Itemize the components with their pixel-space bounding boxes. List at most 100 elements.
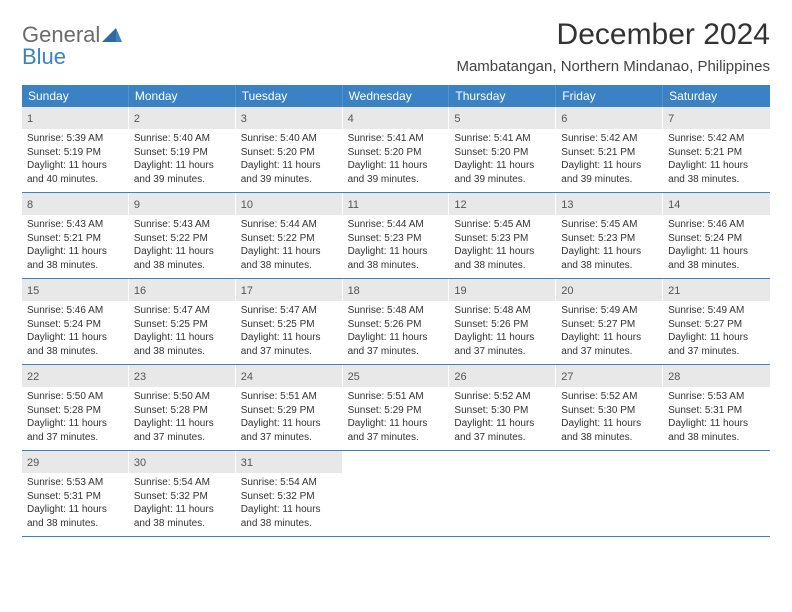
day-cell: 31Sunrise: 5:54 AMSunset: 5:32 PMDayligh… [236,451,343,536]
sunrise-line: Sunrise: 5:46 AM [27,304,123,318]
day-number: 29 [27,457,39,469]
sunset-line: Sunset: 5:32 PM [134,490,230,504]
sunset-line: Sunset: 5:29 PM [241,404,337,418]
day-cell [556,451,663,536]
day-cell: 3Sunrise: 5:40 AMSunset: 5:20 PMDaylight… [236,107,343,192]
sunrise-line: Sunrise: 5:49 AM [668,304,765,318]
sunrise-line: Sunrise: 5:48 AM [348,304,444,318]
sunrise-line: Sunrise: 5:41 AM [348,132,444,146]
calendar-grid: SundayMondayTuesdayWednesdayThursdayFrid… [22,85,770,537]
day-cell: 8Sunrise: 5:43 AMSunset: 5:21 PMDaylight… [22,193,129,278]
day-cell: 2Sunrise: 5:40 AMSunset: 5:19 PMDaylight… [129,107,236,192]
weekday-header: Thursday [449,85,556,107]
sunrise-line: Sunrise: 5:49 AM [561,304,657,318]
day-number: 17 [241,285,253,297]
weekday-header: Wednesday [343,85,450,107]
sunset-line: Sunset: 5:23 PM [348,232,444,246]
sunrise-line: Sunrise: 5:40 AM [134,132,230,146]
day-number-bar: 11 [343,193,449,215]
daylight-line: Daylight: 11 hours and 38 minutes. [27,245,123,272]
sunrise-line: Sunrise: 5:44 AM [241,218,337,232]
day-cell: 19Sunrise: 5:48 AMSunset: 5:26 PMDayligh… [449,279,556,364]
title-block: December 2024 Mambatangan, Northern Mind… [456,18,770,75]
sunrise-line: Sunrise: 5:51 AM [241,390,337,404]
day-cell: 18Sunrise: 5:48 AMSunset: 5:26 PMDayligh… [343,279,450,364]
sunset-line: Sunset: 5:32 PM [241,490,337,504]
day-number: 28 [668,371,680,383]
day-number-bar: 27 [556,365,662,387]
daylight-line: Daylight: 11 hours and 37 minutes. [27,417,123,444]
sunset-line: Sunset: 5:26 PM [348,318,444,332]
day-number: 2 [134,113,140,125]
day-number-bar: 20 [556,279,662,301]
week-row: 15Sunrise: 5:46 AMSunset: 5:24 PMDayligh… [22,279,770,365]
day-number: 9 [134,199,140,211]
day-number: 24 [241,371,253,383]
day-number: 27 [561,371,573,383]
sunset-line: Sunset: 5:20 PM [241,146,337,160]
day-number: 18 [348,285,360,297]
sunset-line: Sunset: 5:23 PM [454,232,550,246]
day-number-bar: 26 [449,365,555,387]
day-cell: 26Sunrise: 5:52 AMSunset: 5:30 PMDayligh… [449,365,556,450]
day-number-bar: 19 [449,279,555,301]
daylight-line: Daylight: 11 hours and 37 minutes. [561,331,657,358]
day-number-bar: 21 [663,279,770,301]
month-title: December 2024 [456,18,770,52]
day-number: 10 [241,199,253,211]
logo-text-blue: Blue [22,46,122,68]
weekday-header-row: SundayMondayTuesdayWednesdayThursdayFrid… [22,85,770,107]
sunset-line: Sunset: 5:23 PM [561,232,657,246]
sunrise-line: Sunrise: 5:47 AM [134,304,230,318]
day-cell: 12Sunrise: 5:45 AMSunset: 5:23 PMDayligh… [449,193,556,278]
logo-sail-icon [102,24,122,46]
daylight-line: Daylight: 11 hours and 37 minutes. [348,417,444,444]
day-number: 20 [561,285,573,297]
daylight-line: Daylight: 11 hours and 39 minutes. [348,159,444,186]
day-number: 7 [668,113,674,125]
day-cell: 9Sunrise: 5:43 AMSunset: 5:22 PMDaylight… [129,193,236,278]
day-number-bar: 18 [343,279,449,301]
sunset-line: Sunset: 5:30 PM [454,404,550,418]
day-number: 5 [454,113,460,125]
week-row: 22Sunrise: 5:50 AMSunset: 5:28 PMDayligh… [22,365,770,451]
weekday-header: Monday [129,85,236,107]
daylight-line: Daylight: 11 hours and 38 minutes. [561,245,657,272]
day-number: 30 [134,457,146,469]
sunset-line: Sunset: 5:21 PM [561,146,657,160]
sunset-line: Sunset: 5:24 PM [27,318,123,332]
day-cell: 10Sunrise: 5:44 AMSunset: 5:22 PMDayligh… [236,193,343,278]
weekday-header: Sunday [22,85,129,107]
sunset-line: Sunset: 5:27 PM [668,318,765,332]
day-number: 12 [454,199,466,211]
day-cell: 30Sunrise: 5:54 AMSunset: 5:32 PMDayligh… [129,451,236,536]
daylight-line: Daylight: 11 hours and 38 minutes. [241,503,337,530]
sunset-line: Sunset: 5:29 PM [348,404,444,418]
sunset-line: Sunset: 5:22 PM [241,232,337,246]
sunset-line: Sunset: 5:25 PM [134,318,230,332]
sunset-line: Sunset: 5:20 PM [454,146,550,160]
day-cell [449,451,556,536]
daylight-line: Daylight: 11 hours and 38 minutes. [27,503,123,530]
sunset-line: Sunset: 5:27 PM [561,318,657,332]
daylight-line: Daylight: 11 hours and 37 minutes. [134,417,230,444]
sunset-line: Sunset: 5:26 PM [454,318,550,332]
day-cell: 28Sunrise: 5:53 AMSunset: 5:31 PMDayligh… [663,365,770,450]
daylight-line: Daylight: 11 hours and 37 minutes. [454,331,550,358]
brand-logo: General Blue [22,18,122,68]
day-number-bar: 4 [343,107,449,129]
day-cell: 13Sunrise: 5:45 AMSunset: 5:23 PMDayligh… [556,193,663,278]
daylight-line: Daylight: 11 hours and 39 minutes. [134,159,230,186]
sunrise-line: Sunrise: 5:47 AM [241,304,337,318]
day-number-bar: 3 [236,107,342,129]
sunset-line: Sunset: 5:20 PM [348,146,444,160]
daylight-line: Daylight: 11 hours and 38 minutes. [134,245,230,272]
day-number: 15 [27,285,39,297]
daylight-line: Daylight: 11 hours and 38 minutes. [27,331,123,358]
day-number: 8 [27,199,33,211]
weeks-container: 1Sunrise: 5:39 AMSunset: 5:19 PMDaylight… [22,107,770,537]
header: General Blue December 2024 Mambatangan, … [22,18,770,75]
week-row: 29Sunrise: 5:53 AMSunset: 5:31 PMDayligh… [22,451,770,537]
day-number-bar: 25 [343,365,449,387]
sunset-line: Sunset: 5:31 PM [27,490,123,504]
